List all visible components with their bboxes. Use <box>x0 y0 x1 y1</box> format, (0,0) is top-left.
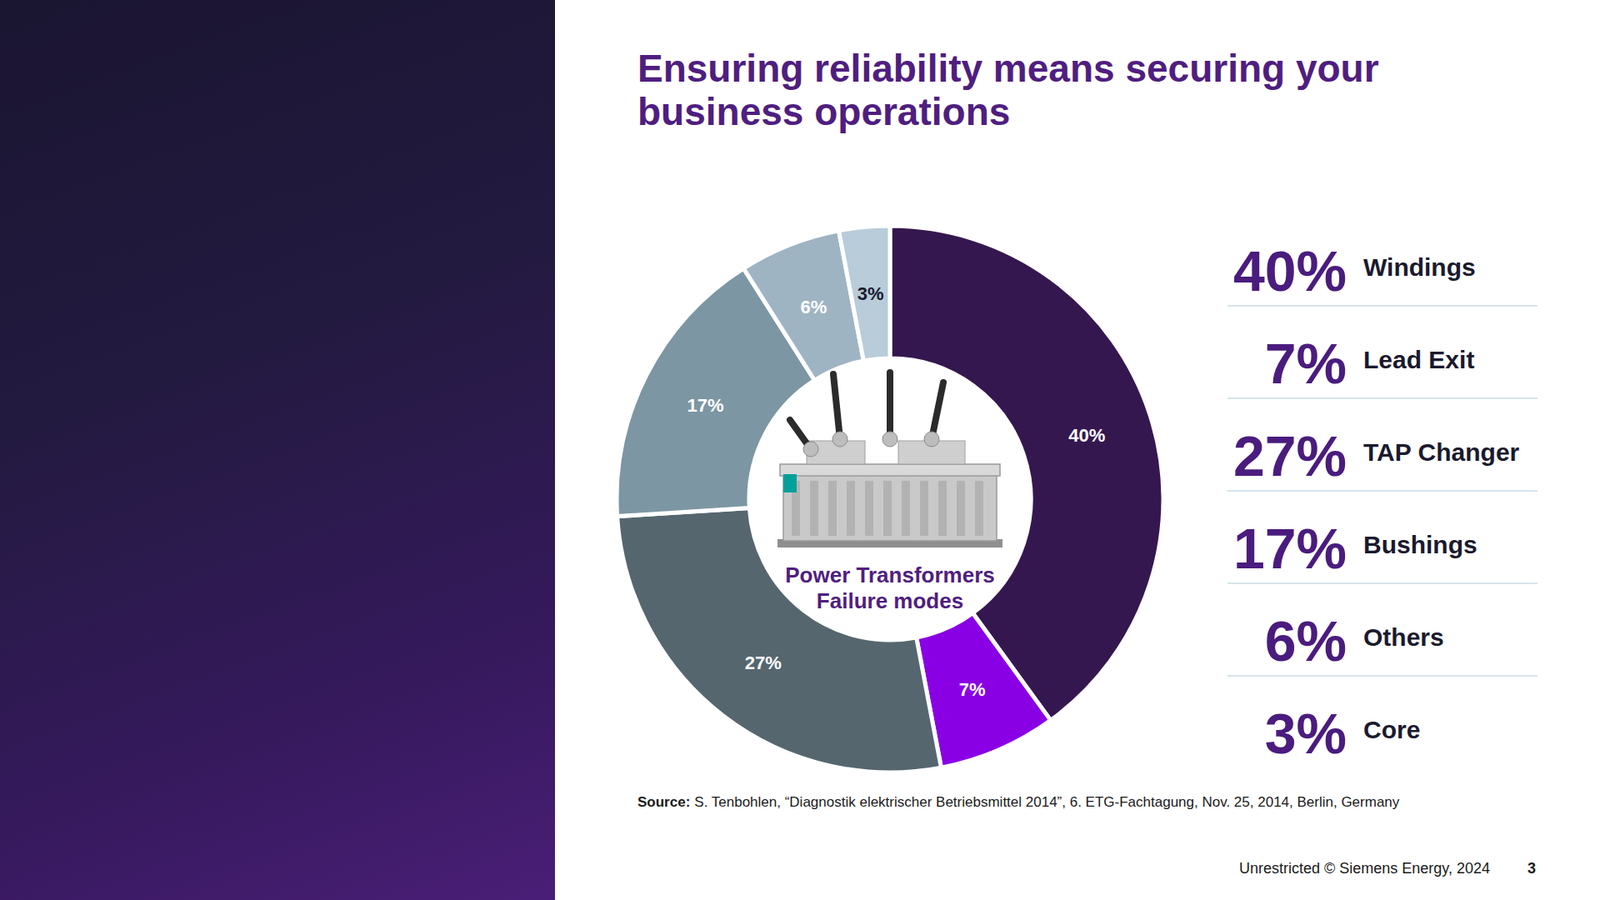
legend-value: 6% <box>1265 609 1347 673</box>
source-text: S. Tenbohlen, “Diagnostik elektrischer B… <box>694 794 1400 810</box>
data-labels: 40% 7% 27% 17% 6% 3% <box>687 283 1106 700</box>
legend-label: Bushings <box>1363 530 1478 559</box>
data-label: 7% <box>959 679 986 700</box>
rib <box>846 480 855 536</box>
rib <box>810 480 819 536</box>
donut <box>616 225 1164 773</box>
legend-separator <box>1227 582 1538 585</box>
rib <box>865 480 874 536</box>
center-label-line: Failure modes <box>816 588 964 614</box>
rib <box>828 480 837 536</box>
nameplate <box>783 474 797 493</box>
slice <box>617 508 942 773</box>
rib <box>901 480 910 536</box>
data-label: 27% <box>745 652 782 674</box>
transformer-illustration <box>777 372 1003 548</box>
source-label: Source: <box>637 794 690 810</box>
legend-separator <box>1227 305 1538 307</box>
legend-value: 17% <box>1233 516 1347 580</box>
page-number: 3 <box>1527 860 1536 877</box>
title: Ensuring reliability means securing your… <box>637 46 1471 134</box>
center-label-line: Power Transformers <box>785 562 995 588</box>
rib <box>920 480 929 536</box>
slide: Ensuring reliability means securing your… <box>0 0 1600 900</box>
data-label: 3% <box>857 283 885 305</box>
data-label: 40% <box>1068 425 1105 446</box>
bushing <box>833 374 840 440</box>
bushing <box>931 382 944 440</box>
legend-label: Others <box>1363 623 1445 651</box>
legend-separator <box>1227 397 1538 400</box>
rib <box>938 480 947 536</box>
bushing <box>886 372 894 440</box>
legend-label: TAP Changer <box>1363 438 1520 466</box>
legend-value: 27% <box>1233 424 1347 488</box>
bushing-base <box>882 431 898 447</box>
legend-value: 40% <box>1233 239 1347 303</box>
legend: 40% Windings 7% Lead Exit 27% TAP Changer 17% B… <box>1227 239 1538 765</box>
legend-label: Windings <box>1363 253 1476 281</box>
slice <box>839 225 890 361</box>
data-label: 6% <box>800 296 828 318</box>
legend-value: 3% <box>1265 701 1347 765</box>
center-label: Power TransformersFailure modes <box>785 562 995 614</box>
bushing-base <box>924 431 940 447</box>
tank <box>783 474 997 541</box>
rib <box>975 480 984 536</box>
legend-value: 7% <box>1265 331 1347 395</box>
cover <box>780 464 1000 476</box>
legend-label: Core <box>1363 715 1420 744</box>
rib <box>956 480 965 536</box>
legend-label: Lead Exit <box>1363 345 1475 374</box>
legend-separator <box>1227 675 1538 677</box>
data-label: 17% <box>687 395 725 416</box>
legend-separator <box>1227 490 1538 492</box>
side-panel <box>0 0 555 900</box>
rib <box>883 480 892 536</box>
footer: Unrestricted © Siemens Energy, 2024 <box>1239 860 1490 877</box>
source: Source:S. Tenbohlen, “Diagnostik elektri… <box>637 794 1400 810</box>
chart: 40% 7% 27% 17% 6% 3% Power TransformersFailure… <box>0 0 1600 900</box>
bushing-base <box>803 441 819 457</box>
bushing-base <box>832 431 848 447</box>
